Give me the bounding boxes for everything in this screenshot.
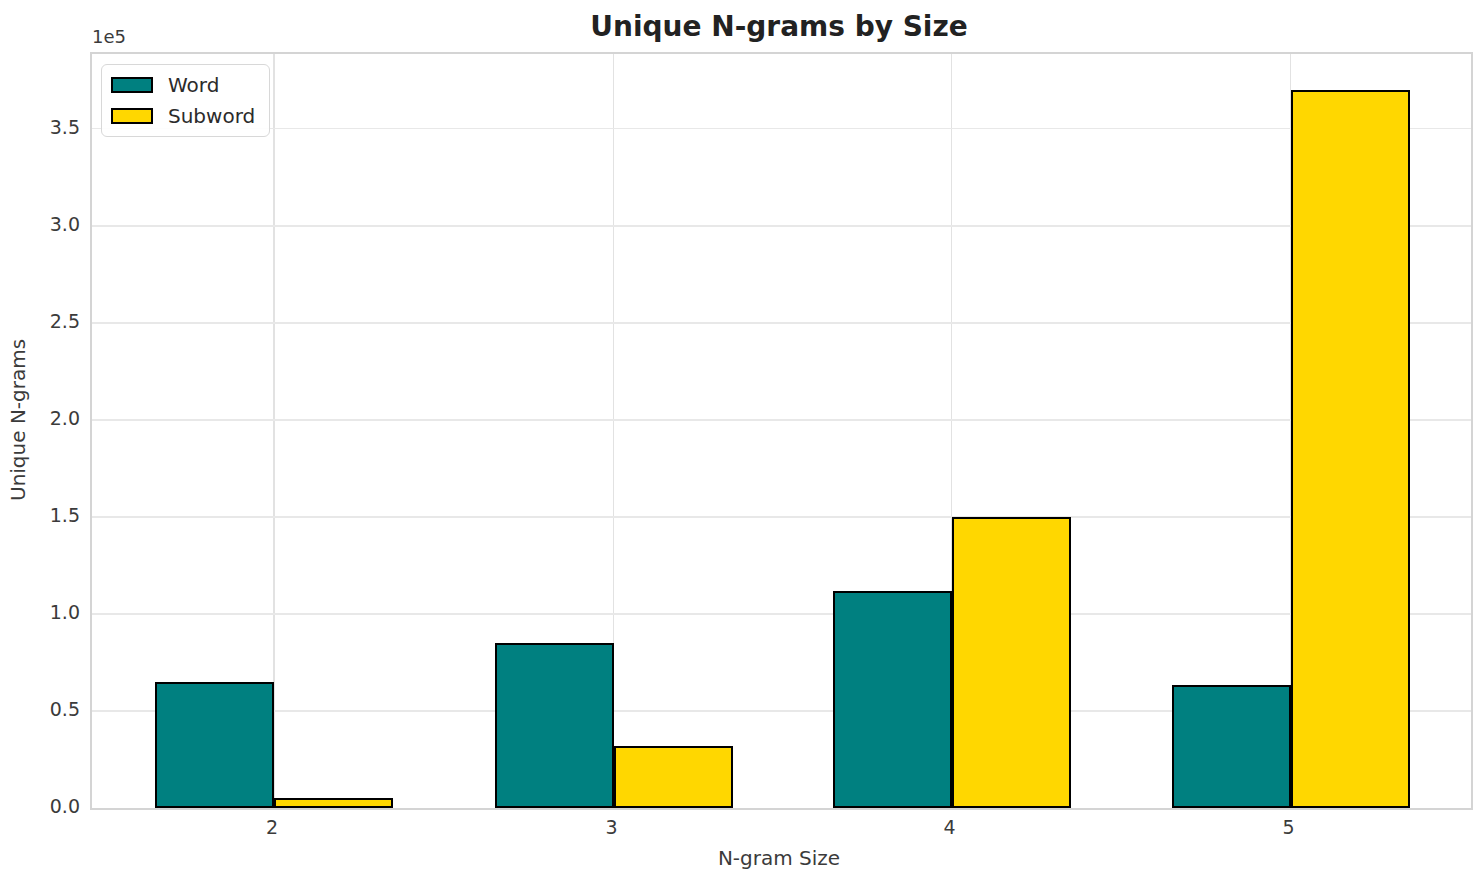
bar-word-2 [155, 682, 274, 808]
y-tick-label: 3.5 [28, 115, 80, 139]
y-tick-label: 2.5 [28, 309, 80, 333]
x-tick-label-2: 2 [266, 816, 278, 838]
legend-swatch-word-icon [111, 77, 153, 93]
bar-word-4 [833, 591, 952, 808]
x-tick-label-4: 4 [943, 816, 955, 838]
y-tick-label: 2.0 [28, 406, 80, 430]
legend-item-word: Word [111, 73, 255, 97]
bar-subword-4 [952, 517, 1071, 808]
x-axis-label: N-gram Size [718, 846, 840, 870]
gridline-y-3.5 [92, 128, 1471, 130]
y-tick-label: 0.0 [28, 794, 80, 818]
gridline-y-1.5 [92, 516, 1471, 518]
x-tick-label-3: 3 [605, 816, 617, 838]
chart-root: Unique N-grams by Size 1e5 Unique N-gram… [0, 0, 1484, 885]
gridline-y-1.0 [92, 613, 1471, 615]
gridline-y-3.0 [92, 225, 1471, 227]
y-tick-label: 1.5 [28, 503, 80, 527]
bar-subword-3 [614, 746, 733, 808]
y-tick-label: 3.0 [28, 212, 80, 236]
plot-area [90, 52, 1473, 810]
bar-word-3 [495, 643, 614, 808]
legend-label-word: Word [168, 73, 219, 97]
chart-title: Unique N-grams by Size [590, 10, 967, 43]
gridline-y-2.5 [92, 322, 1471, 324]
legend: Word Subword [101, 64, 270, 137]
y-axis-label: Unique N-grams [6, 361, 30, 501]
gridline-y-2.0 [92, 419, 1471, 421]
y-tick-label: 1.0 [28, 600, 80, 624]
bar-subword-5 [1291, 90, 1410, 808]
y-tick-label: 0.5 [28, 697, 80, 721]
legend-swatch-subword-icon [111, 108, 153, 124]
bar-word-5 [1172, 685, 1291, 808]
legend-item-subword: Subword [111, 104, 255, 128]
bar-subword-2 [274, 798, 393, 808]
y-axis-offset-text: 1e5 [92, 26, 126, 47]
legend-label-subword: Subword [168, 104, 255, 128]
x-tick-label-5: 5 [1282, 816, 1294, 838]
